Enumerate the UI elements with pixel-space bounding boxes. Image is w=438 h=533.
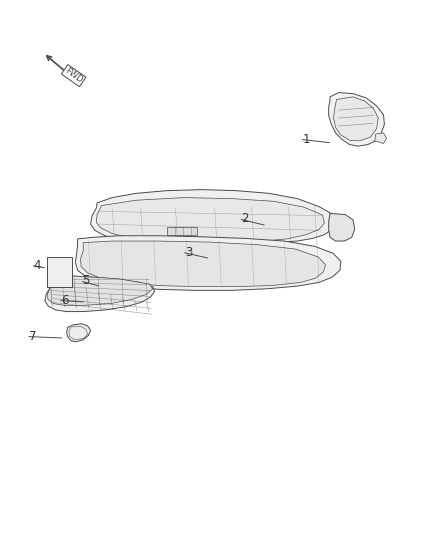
Polygon shape — [81, 241, 325, 287]
Polygon shape — [45, 276, 155, 312]
Text: FWD: FWD — [63, 66, 84, 85]
Polygon shape — [91, 190, 336, 244]
Text: 5: 5 — [83, 274, 90, 287]
Text: 7: 7 — [29, 330, 36, 343]
Polygon shape — [328, 93, 385, 146]
Polygon shape — [47, 276, 153, 306]
Polygon shape — [67, 324, 91, 342]
Polygon shape — [328, 214, 355, 241]
Polygon shape — [375, 133, 387, 143]
Polygon shape — [96, 198, 324, 243]
Text: 2: 2 — [241, 212, 249, 225]
Text: 6: 6 — [61, 294, 68, 307]
Text: 3: 3 — [185, 246, 192, 259]
Text: 1: 1 — [302, 133, 310, 146]
Polygon shape — [167, 227, 197, 235]
FancyBboxPatch shape — [47, 257, 72, 287]
Polygon shape — [75, 236, 341, 290]
Circle shape — [355, 122, 362, 130]
Text: 4: 4 — [33, 259, 41, 272]
Polygon shape — [333, 97, 378, 141]
